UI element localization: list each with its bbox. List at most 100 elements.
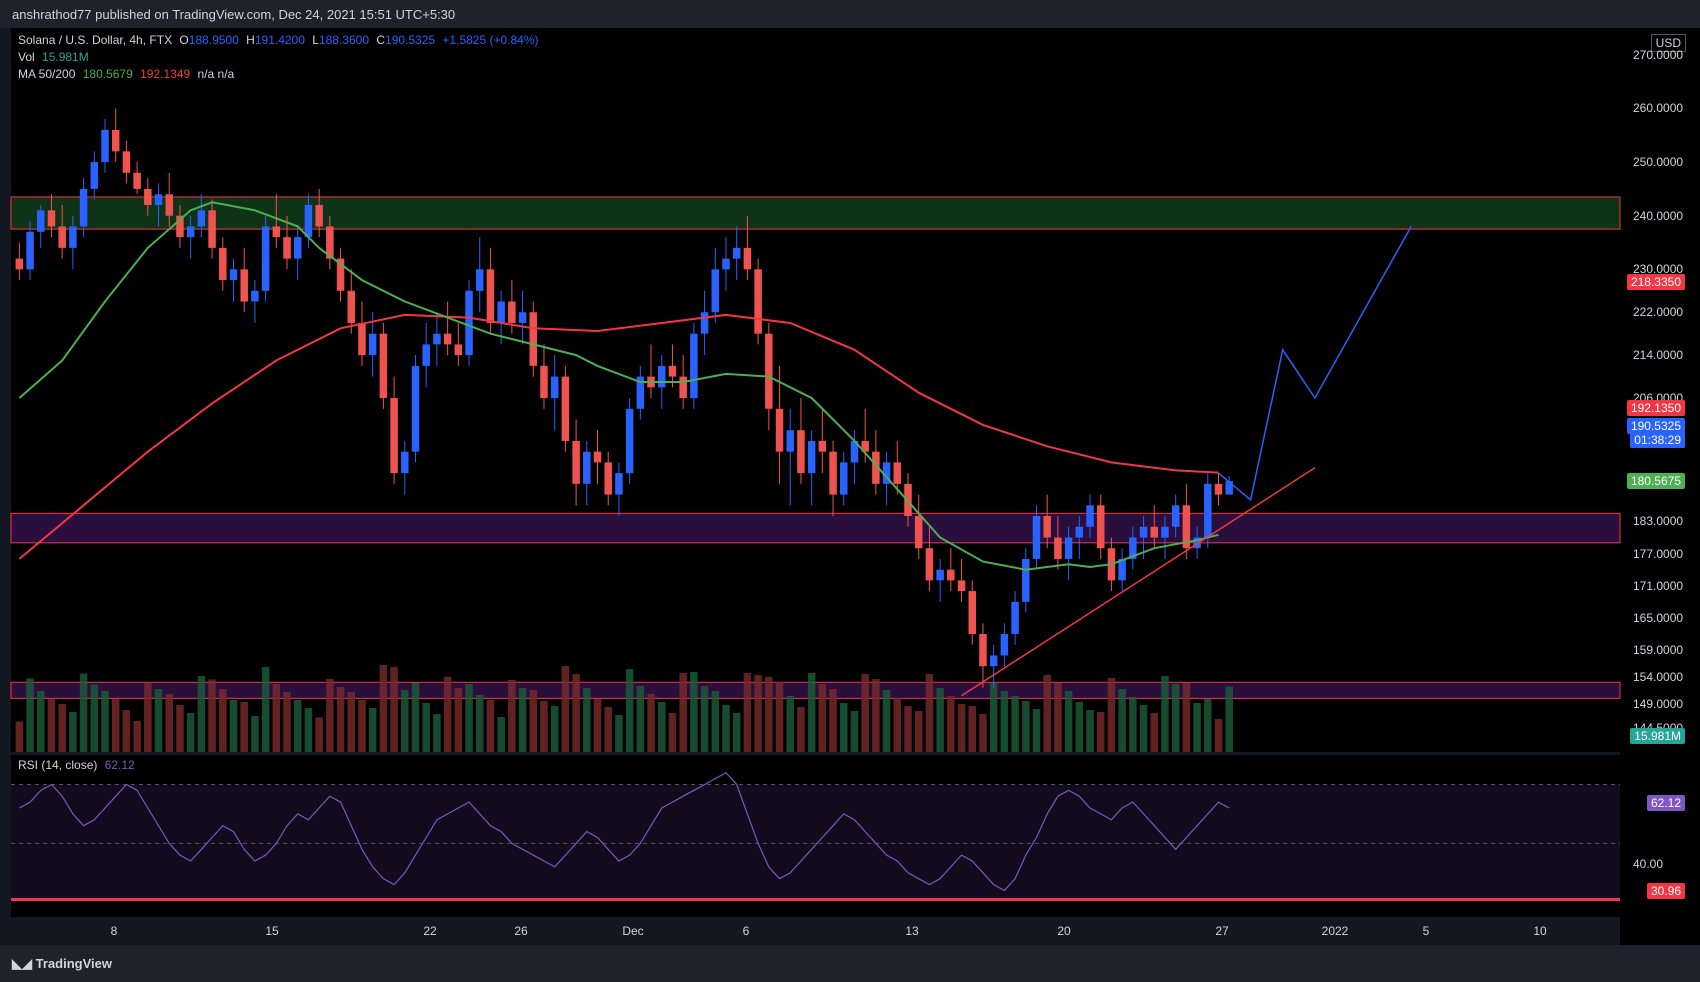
volume-bar (293, 700, 302, 752)
volume-bar (561, 666, 570, 752)
volume-bar (979, 714, 987, 752)
price-axis-label: 270.0000 (1633, 47, 1684, 62)
candle-body (176, 215, 184, 238)
candle-body (1043, 516, 1051, 538)
volume-bar (936, 688, 944, 752)
candle-body (144, 188, 152, 205)
candle-body (1161, 526, 1169, 538)
candle-body (1214, 483, 1223, 495)
volume-bar (882, 690, 891, 752)
candle-body (1193, 537, 1201, 549)
volume-bar (336, 687, 345, 752)
candle-body (283, 237, 291, 259)
volume-bar (368, 708, 377, 752)
candle-body (979, 634, 987, 667)
volume-bar (636, 686, 645, 752)
candle-body (411, 365, 420, 452)
volume-bar (315, 717, 323, 752)
currency-button[interactable]: USD (1650, 34, 1686, 52)
candle-body (754, 269, 762, 334)
candle-body (968, 591, 976, 635)
volume-bar (1000, 691, 1009, 752)
candle-body (1096, 505, 1105, 549)
candle-body (293, 237, 302, 259)
time-axis-label: 10 (1533, 924, 1547, 938)
volume-bar (690, 672, 698, 752)
volume-bar (251, 716, 259, 752)
candles-layer (15, 108, 1233, 688)
candle-body (422, 344, 430, 366)
volume-bar (465, 684, 473, 752)
volume-bar (37, 691, 45, 752)
tradingview-logo[interactable]: ◣◢ TradingView (12, 956, 112, 972)
volume-bar (1182, 683, 1191, 752)
volume-bar (572, 674, 580, 752)
candle-body (1075, 526, 1084, 538)
price-pane[interactable] (11, 28, 1620, 752)
volume-bar (904, 706, 912, 752)
volume-bar (593, 699, 602, 752)
candle-body (475, 269, 484, 291)
volume-bar (283, 692, 291, 752)
volume-bar (26, 678, 34, 752)
candle-body (947, 569, 955, 581)
volume-bar (261, 667, 270, 752)
time-axis-label: 5 (1422, 924, 1430, 938)
candle-body (732, 247, 741, 259)
high-value: 191.4200 (254, 33, 305, 47)
candle-body (1182, 505, 1191, 549)
candle-body (508, 301, 516, 323)
volume-bar (111, 699, 120, 752)
candle-body (1032, 516, 1041, 559)
rsi-value-tag: 62.12 (1646, 795, 1685, 811)
candle-body (722, 258, 730, 270)
rsi-low-tag: 30.96 (1646, 883, 1685, 899)
time-axis-label: 15 (265, 924, 279, 938)
candle-body (1118, 558, 1126, 581)
volume-bar (486, 700, 495, 752)
low-value: 188.3600 (318, 33, 369, 47)
lines-layer (18, 201, 1412, 697)
vol-value: 15.981M (42, 50, 89, 64)
volume-bar (872, 679, 880, 752)
candle-body (336, 258, 345, 291)
time-axis-label: 2022 (1321, 924, 1349, 938)
candle-body (433, 333, 441, 345)
candle-body (518, 312, 527, 323)
candle-body (69, 226, 77, 248)
volume-bar (743, 673, 752, 752)
candle-body (443, 333, 452, 345)
zone-resistance (10, 196, 1621, 230)
volume-bar (1161, 676, 1169, 752)
footer-bar (0, 945, 1700, 982)
candle-body (561, 376, 570, 441)
open-label: O (179, 33, 189, 47)
price-axis-label: 177.0000 (1633, 546, 1684, 561)
candle-body (1139, 526, 1148, 538)
zone-support-mid (10, 512, 1621, 544)
candle-body (593, 451, 602, 463)
volume-bar (390, 667, 398, 752)
chart-svg[interactable] (0, 0, 1700, 945)
volume-bar (754, 675, 762, 752)
price-axis-label: 250.0000 (1633, 155, 1684, 170)
time-axis-label: 26 (514, 924, 528, 938)
volume-bar (989, 683, 998, 752)
candle-body (454, 344, 463, 356)
ma-label: MA 50/200 (18, 67, 76, 81)
tv-logo-icon: ◣◢ (12, 956, 32, 971)
candle-body (47, 210, 56, 227)
volume-bar (122, 710, 131, 752)
time-axis-label: 8 (110, 924, 118, 938)
volume-bar (947, 696, 955, 752)
candle-body (925, 548, 934, 581)
volume-bar (1011, 696, 1019, 752)
published-info: anshrathod77 published on TradingView.co… (12, 7, 456, 22)
candle-body (1011, 601, 1019, 635)
candle-body (882, 462, 891, 484)
volume-bar (475, 695, 484, 752)
volume-bar (829, 689, 837, 752)
volume-bar (700, 686, 709, 752)
volume-bar (1043, 675, 1051, 752)
volume-bar (914, 711, 923, 752)
